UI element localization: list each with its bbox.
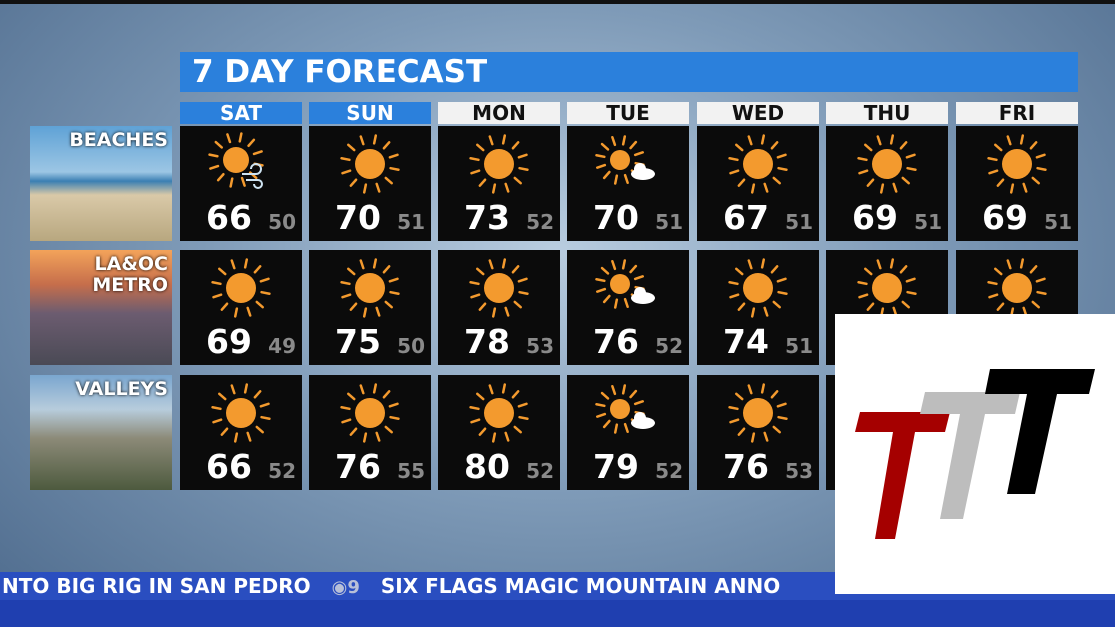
sun-icon	[211, 383, 271, 443]
day-header-wed: WED	[697, 102, 819, 124]
sun-icon	[469, 383, 529, 443]
forecast-cell: 78 53	[438, 250, 560, 365]
low-temp: 52	[655, 459, 683, 483]
low-temp: 51	[1044, 210, 1072, 234]
forecast-cell: 73 52	[438, 126, 560, 241]
high-temp: 66	[206, 447, 252, 486]
forecast-cell: 70 51	[567, 126, 689, 241]
forecast-cell: 70 51	[309, 126, 431, 241]
ticker-text-left: NTO BIG RIG IN SAN PEDRO	[2, 574, 311, 598]
day-header-sat: SAT	[180, 102, 302, 124]
low-temp: 50	[268, 210, 296, 234]
sun-icon	[987, 258, 1047, 318]
high-temp: 69	[982, 198, 1028, 237]
sun-icon	[987, 134, 1047, 194]
sun-cloud-icon	[595, 259, 655, 309]
low-temp: 53	[526, 334, 554, 358]
lower-band	[0, 600, 1115, 627]
channel-number: 9	[347, 577, 360, 598]
day-header-tue: TUE	[567, 102, 689, 124]
high-temp: 79	[593, 447, 639, 486]
forecast-cell: 80 52	[438, 375, 560, 490]
high-temp: 69	[852, 198, 898, 237]
sun-wind-icon	[208, 132, 264, 189]
low-temp: 52	[526, 459, 554, 483]
cbs9-logo-icon: ◉9	[331, 577, 360, 598]
forecast-cell: 66 52	[180, 375, 302, 490]
region-photo: LA&OC METRO	[30, 250, 172, 365]
high-temp: 70	[593, 198, 639, 237]
low-temp: 53	[785, 459, 813, 483]
sun-icon	[857, 258, 917, 318]
day-header-mon: MON	[438, 102, 560, 124]
forecast-cell: 75 50	[309, 250, 431, 365]
low-temp: 51	[914, 210, 942, 234]
high-temp: 69	[206, 322, 252, 361]
ttt-logo-icon	[855, 369, 1095, 539]
high-temp: 80	[464, 447, 510, 486]
region-label: BEACHES	[69, 129, 168, 151]
forecast-cell: 69 51	[956, 126, 1078, 241]
low-temp: 55	[397, 459, 425, 483]
forecast-cell: 76 53	[697, 375, 819, 490]
low-temp: 49	[268, 334, 296, 358]
high-temp: 67	[723, 198, 769, 237]
low-temp: 52	[526, 210, 554, 234]
sun-icon	[469, 258, 529, 318]
forecast-cell: 79 52	[567, 375, 689, 490]
sun-icon	[340, 258, 400, 318]
high-temp: 74	[723, 322, 769, 361]
region-label: LA&OC METRO	[92, 253, 168, 296]
high-temp: 76	[723, 447, 769, 486]
low-temp: 52	[268, 459, 296, 483]
low-temp: 51	[655, 210, 683, 234]
high-temp: 76	[335, 447, 381, 486]
forecast-cell: 67 51	[697, 126, 819, 241]
sun-cloud-icon	[595, 135, 655, 185]
top-border	[0, 0, 1115, 4]
high-temp: 75	[335, 322, 381, 361]
sun-icon	[469, 134, 529, 194]
sun-cloud-icon	[595, 384, 655, 434]
sun-icon	[857, 134, 917, 194]
forecast-title: 7 DAY FORECAST	[180, 52, 1078, 92]
region-photo: BEACHES	[30, 126, 172, 241]
forecast-cell: 69 49	[180, 250, 302, 365]
watermark-logo	[835, 314, 1115, 594]
low-temp: 51	[785, 334, 813, 358]
forecast-cell: 66 50	[180, 126, 302, 241]
forecast-cell: 69 51	[826, 126, 948, 241]
low-temp: 51	[785, 210, 813, 234]
sun-icon	[728, 258, 788, 318]
high-temp: 66	[206, 198, 252, 237]
forecast-cell: 74 51	[697, 250, 819, 365]
high-temp: 78	[464, 322, 510, 361]
low-temp: 50	[397, 334, 425, 358]
day-header-thu: THU	[826, 102, 948, 124]
high-temp: 73	[464, 198, 510, 237]
forecast-cell: 76 52	[567, 250, 689, 365]
high-temp: 76	[593, 322, 639, 361]
low-temp: 52	[655, 334, 683, 358]
sun-icon	[340, 383, 400, 443]
low-temp: 51	[397, 210, 425, 234]
ticker-text-right: SIX FLAGS MAGIC MOUNTAIN ANNO	[380, 574, 781, 598]
region-photo: VALLEYS	[30, 375, 172, 490]
sun-icon	[728, 383, 788, 443]
day-header-fri: FRI	[956, 102, 1078, 124]
sun-icon	[211, 258, 271, 318]
day-header-sun: SUN	[309, 102, 431, 124]
high-temp: 70	[335, 198, 381, 237]
forecast-cell: 76 55	[309, 375, 431, 490]
region-label: VALLEYS	[75, 378, 168, 400]
sun-icon	[340, 134, 400, 194]
sun-icon	[728, 134, 788, 194]
